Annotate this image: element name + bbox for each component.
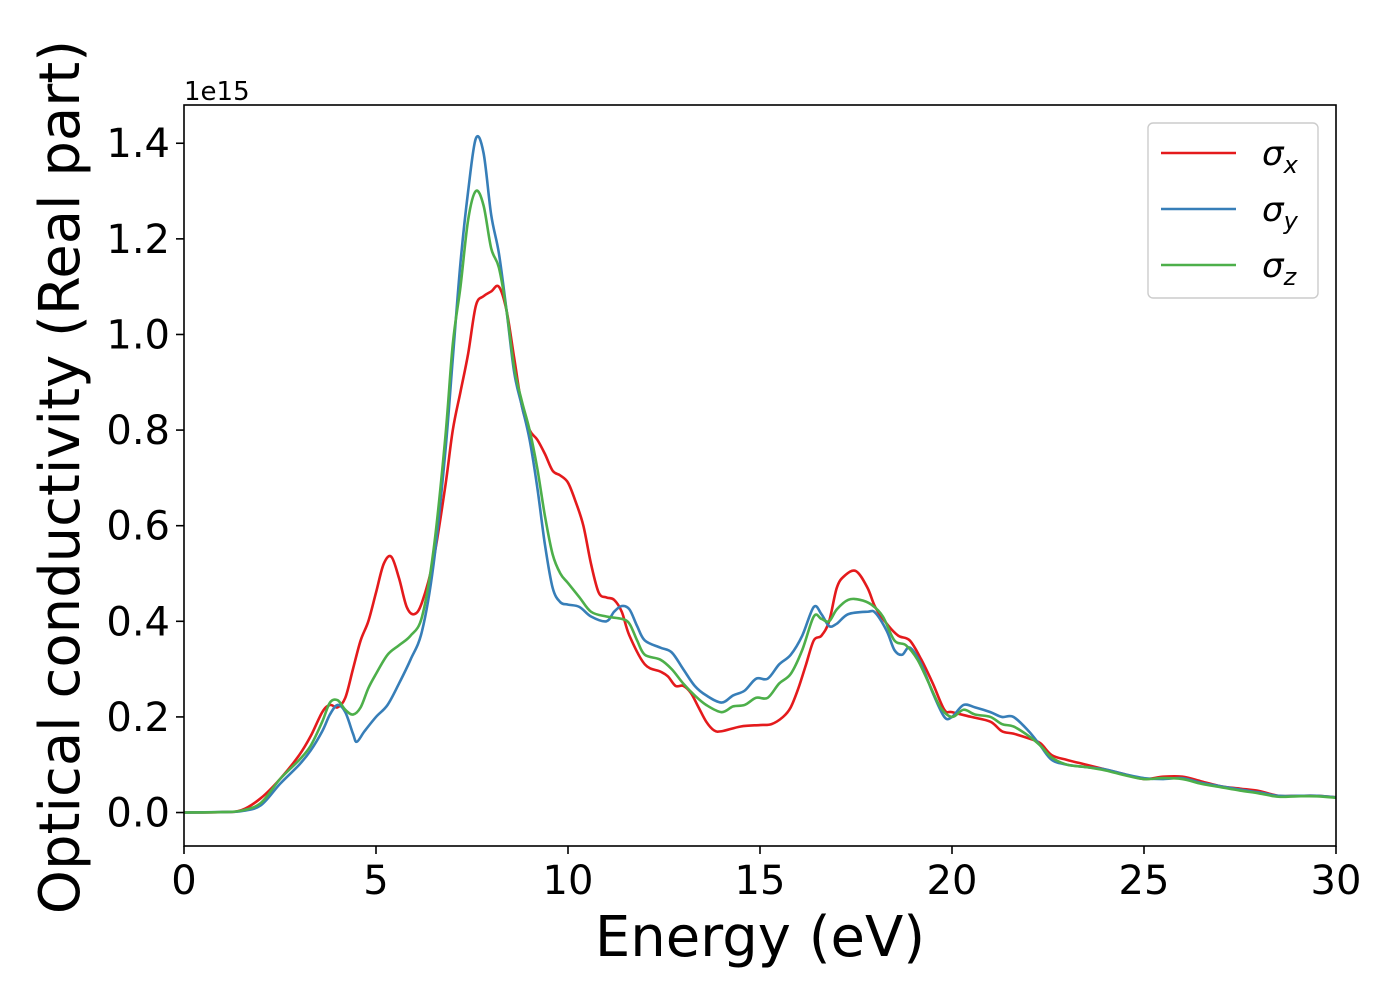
- legend-box: [1147, 122, 1319, 299]
- x-tick-label: 0: [171, 858, 196, 904]
- x-tick-label: 20: [927, 858, 978, 904]
- legend-entry-x: σx: [1262, 134, 1299, 179]
- y-tick-label: 1.0: [106, 312, 170, 358]
- y-axis-offset-label: 1e15: [184, 77, 250, 107]
- legend-entry-z: σz: [1262, 246, 1298, 291]
- legend-entry-y: σy: [1262, 190, 1299, 235]
- x-tick-label: 25: [1119, 858, 1170, 904]
- x-tick-label: 30: [1311, 858, 1362, 904]
- y-tick-label: 0.2: [106, 695, 170, 741]
- series-line-z: [184, 189, 1336, 814]
- x-axis: 0 5 10 15 20 25 30: [171, 846, 1361, 904]
- y-tick-label: 1.4: [106, 121, 170, 167]
- y-tick-label: 0.4: [106, 599, 170, 645]
- series-line-x: [184, 284, 1336, 814]
- y-axis-label: Optical conductivity (Real part): [28, 40, 93, 914]
- legend: σx σy σz: [1147, 122, 1319, 299]
- y-tick-label: 0.8: [106, 408, 170, 454]
- y-tick-label: 1.2: [106, 217, 170, 263]
- y-tick-label: 0.0: [106, 791, 170, 837]
- series-layer: [184, 134, 1336, 814]
- y-tick-label: 0.6: [106, 504, 170, 550]
- x-tick-label: 15: [735, 858, 786, 904]
- x-tick-label: 10: [543, 858, 594, 904]
- x-tick-label: 5: [363, 858, 388, 904]
- y-axis: 0.0 0.2 0.4 0.6 0.8 1.0 1.2 1.4: [106, 121, 184, 837]
- x-axis-label: Energy (eV): [595, 905, 925, 970]
